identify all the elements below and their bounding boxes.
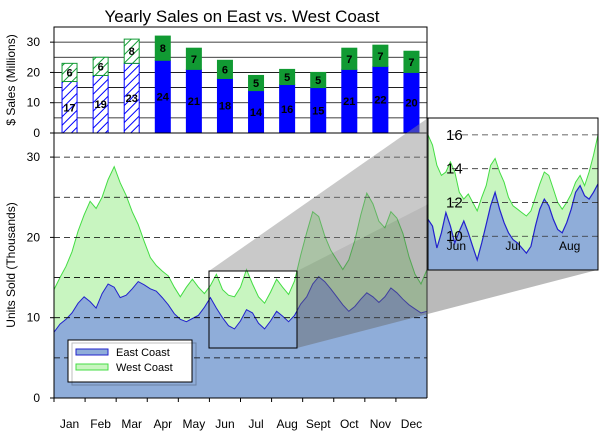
bar-west <box>248 74 265 92</box>
inset-x-tick-label: Aug <box>559 239 580 253</box>
inset-y-tick-label: 10 <box>446 228 463 245</box>
area-y-tick-label: 30 <box>27 150 41 164</box>
legend-swatch-east <box>75 348 109 356</box>
bar-west <box>92 56 109 76</box>
bar-west <box>61 62 78 83</box>
bar-label-west: 7 <box>408 57 414 69</box>
bar-label-east: 17 <box>63 102 75 114</box>
bar-west <box>403 50 420 73</box>
bar-chart: 17 6 19 6 23 8 24 8 21 7 18 6 14 5 16 5 15 5 21 7 22 7 20 7 0 10… <box>4 26 428 140</box>
bar-y-axis-label: $ Sales (Millions) <box>4 34 18 125</box>
bar-west <box>123 38 140 64</box>
bar-label-west: 6 <box>222 64 228 76</box>
area-y-tick-label: 20 <box>27 230 41 244</box>
inset-y-axis: 10 12 14 16 <box>446 127 463 245</box>
legend-box <box>67 339 193 383</box>
area-x-tick-label: Jun <box>215 417 234 431</box>
bar-west <box>341 47 358 70</box>
bar-label-east: 19 <box>95 99 107 111</box>
bar-label-east: 24 <box>157 92 170 104</box>
area-x-axis: Jan Feb Mar Apr May Jun Jul Aug Sept Oct Nov Dec <box>53 398 422 431</box>
bar-y-tick-label: 20 <box>27 65 41 79</box>
area-y-tick-label: 10 <box>27 311 41 325</box>
bar-west <box>310 71 327 89</box>
bar-label-west: 5 <box>253 78 259 90</box>
bar-y-axis: 0 10 20 30 <box>27 35 54 140</box>
bar-label-east: 20 <box>405 98 417 110</box>
inset-y-tick-label: 12 <box>446 194 463 211</box>
area-y-axis: 0 10 20 30 <box>27 150 54 405</box>
inset-east-fill <box>428 183 598 270</box>
area-x-tick-label: Jan <box>60 417 79 431</box>
inset-y-tick-label: 14 <box>446 161 463 178</box>
bar-label-west: 6 <box>98 61 104 73</box>
bar-label-west: 7 <box>346 54 352 66</box>
area-x-tick-label: Apr <box>153 417 172 431</box>
inset-west-line <box>428 134 598 217</box>
bar-west <box>185 47 202 70</box>
area-y-tick-label: 0 <box>33 391 40 405</box>
inset-frame <box>427 117 599 271</box>
bar-label-east: 18 <box>219 101 231 113</box>
area-x-tick-label: Nov <box>370 417 391 431</box>
legend: East Coast West Coast <box>67 339 197 386</box>
inset-y-tick-label: 16 <box>446 127 463 144</box>
area-x-tick-label: Mar <box>121 417 142 431</box>
legend-label-east: East Coast <box>116 347 170 359</box>
area-x-tick-label: Oct <box>340 417 359 431</box>
bar-label-east: 21 <box>188 96 200 108</box>
bar-label-west: 5 <box>284 72 290 84</box>
legend-shadow <box>71 342 197 386</box>
bar-label-west: 7 <box>191 54 197 66</box>
bar-y-tick-label: 0 <box>33 126 40 140</box>
bar-gridlines <box>54 41 427 119</box>
bar-label-west: 8 <box>160 43 166 55</box>
bar-label-west: 8 <box>129 46 135 58</box>
area-x-tick-label: Dec <box>401 417 422 431</box>
bar-label-east: 22 <box>374 95 386 107</box>
bar-y-tick-label: 10 <box>27 96 41 110</box>
inset-x-tick-label: Jul <box>505 239 520 253</box>
bar-y-tick-label: 30 <box>27 35 41 49</box>
area-x-tick-label: May <box>183 417 206 431</box>
chart-title: Yearly Sales on East vs. West Coast <box>105 7 380 26</box>
inset-x-axis: Jun Jul Aug <box>447 239 581 253</box>
area-x-tick-label: Aug <box>276 417 297 431</box>
bar-plot-frame <box>53 26 428 134</box>
inset-x-tick-label: Jun <box>447 239 466 253</box>
bar-series: 17 6 19 6 23 8 24 8 21 7 18 6 14 5 16 5 15 5 21 7 22 7 20 7 <box>61 35 420 134</box>
bar-west <box>216 59 233 79</box>
area-y-axis-label: Units Sold (Thousands) <box>4 202 18 327</box>
bar-west <box>279 68 296 86</box>
legend-label-west: West Coast <box>116 362 173 374</box>
area-x-tick-label: Sept <box>306 417 331 431</box>
area-x-tick-label: Feb <box>90 417 111 431</box>
bar-label-east: 23 <box>126 93 138 105</box>
inset-gridlines <box>452 134 598 237</box>
bar-west <box>154 35 171 61</box>
bar-label-west: 7 <box>377 51 383 63</box>
zoom-source-box <box>208 270 298 349</box>
area-west-line <box>53 165 428 305</box>
zoom-inset: 10 12 14 16 Jun Jul Aug <box>427 117 599 271</box>
legend-swatch-west <box>75 363 109 371</box>
inset-east-line <box>428 183 598 262</box>
bar-label-east: 21 <box>343 96 355 108</box>
bar-label-west: 6 <box>66 67 72 79</box>
bar-label-east: 14 <box>250 107 263 119</box>
area-east-line <box>53 275 428 333</box>
bar-label-east: 15 <box>312 105 324 117</box>
bar-label-west: 5 <box>315 75 321 87</box>
area-x-tick-label: Jul <box>248 417 263 431</box>
bar-label-east: 16 <box>281 104 293 116</box>
bar-west <box>372 44 389 67</box>
